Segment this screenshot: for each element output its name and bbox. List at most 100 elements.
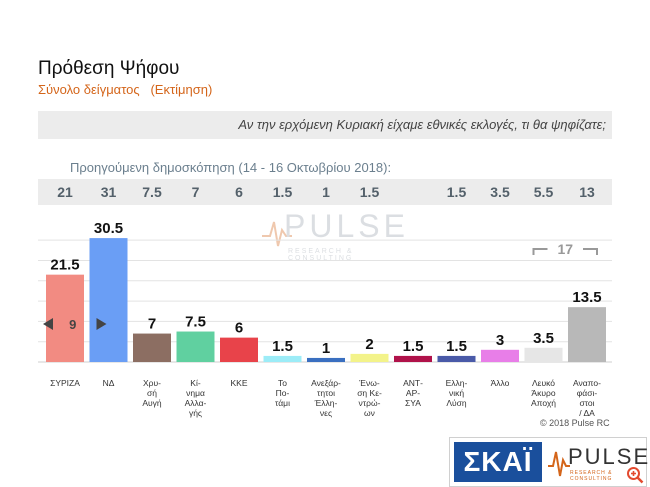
bar [176, 331, 215, 362]
category-label-line: τάμι [275, 398, 290, 408]
watermark: PULSE RESEARCH & CONSULTING [262, 208, 412, 264]
pulse-logo-tagline: RESEARCH & CONSULTING [570, 470, 613, 482]
gap-arrow-left-icon [43, 318, 53, 330]
category-label: Ένω-ση Κε-ντρώ-ων [342, 378, 398, 418]
pulse-wave-icon [262, 221, 292, 247]
data-label: 1.5 [446, 338, 467, 355]
category-label-line: Αποχή [530, 398, 557, 408]
category-label-line: Ανεξάρ- [311, 378, 341, 388]
data-label: 1.5 [272, 338, 293, 355]
previous-poll-value: 3.5 [490, 184, 510, 200]
category-label-line: ΑΝΤ- [403, 378, 423, 388]
question-band: Αν την ερχόμενη Κυριακή είχαμε εθνικές ε… [38, 111, 612, 139]
category-label-line: ντρώ- [358, 398, 381, 408]
watermark-brand: PULSE [284, 208, 409, 244]
category-label-line: νες [319, 408, 333, 418]
category-label: Λευκό Άκυρο Αποχή [516, 378, 572, 408]
category-label-line: Έλλη- [314, 398, 338, 408]
pulse-logo-wave-icon [548, 451, 570, 477]
category-label-line: Αναπο- [573, 378, 601, 388]
previous-poll-value: 21 [57, 184, 73, 200]
watermark-tagline: RESEARCH & CONSULTING [288, 248, 354, 262]
pulse-logo: PULSE RESEARCH & CONSULTING [548, 442, 648, 482]
previous-poll-value: 1.5 [446, 184, 467, 200]
data-label: 1 [322, 340, 330, 357]
bar [394, 355, 432, 362]
previous-poll-value: 1.5 [272, 184, 293, 200]
bar [46, 274, 84, 362]
bracket-right [583, 248, 598, 255]
previous-poll-value: 6 [235, 184, 243, 200]
data-label: 6 [235, 320, 243, 337]
category-label: Κί-νημα Αλλα-γής [168, 378, 224, 418]
gap-label: 9 [69, 317, 76, 332]
bar [307, 357, 345, 362]
copyright: © 2018 Pulse RC [540, 418, 610, 428]
category-label-line: Αλλα- [184, 398, 207, 408]
category-label: ΣΥΡΙΖΑ [37, 378, 93, 388]
category-label-line: ΝΔ [102, 378, 115, 388]
category-label: Χρυ-σή Αυγή [124, 378, 180, 408]
category-label-line: Άκυρο [531, 388, 556, 398]
previous-poll-value: 7 [191, 184, 200, 200]
bar [263, 355, 302, 362]
category-label-line: Αυγή [142, 398, 162, 408]
category-label: Αναπο-φάσι-στοι / ΔΑ [559, 378, 615, 418]
previous-poll-value: 7.5 [142, 184, 162, 200]
category-label-line: φάσι- [576, 388, 598, 398]
chart-title: Πρόθεση Ψήφου [38, 58, 180, 79]
category-label-line: Ένω- [359, 378, 380, 388]
category-label-line: / ΔΑ [579, 408, 595, 418]
bar [89, 238, 128, 362]
bar [220, 337, 258, 362]
category-label-line: ΚΚΕ [230, 378, 248, 388]
previous-poll-value: 5.5 [533, 184, 554, 200]
previous-poll-label: Προηγούμενη δημοσκόπηση (14 - 16 Οκτωβρί… [70, 160, 392, 175]
category-label-line: Πο- [275, 388, 290, 398]
category-label: Το Πο-τάμι [255, 378, 311, 408]
data-label: 3.5 [533, 330, 554, 347]
category-label: Άλλο [472, 378, 528, 388]
bar [133, 333, 171, 362]
data-label: 1.5 [403, 338, 424, 355]
category-label-line: Κί- [190, 378, 201, 388]
bar [524, 347, 563, 362]
bar [568, 307, 606, 362]
category-label-line: Άλλο [490, 378, 510, 388]
data-label: 30.5 [94, 220, 123, 237]
data-label: 2 [365, 336, 373, 353]
category-label-line: Λύση [446, 398, 467, 408]
bar [437, 355, 476, 362]
category-label-line: στοι [579, 398, 595, 408]
logo-panel: ΣΚΑΪ PULSE RESEARCH & CONSULTING [449, 437, 648, 487]
bar [350, 353, 389, 362]
previous-poll-value: 31 [100, 184, 117, 200]
skai-logo: ΣΚΑΪ [454, 442, 542, 482]
category-label-line: νημα [186, 388, 205, 398]
previous-poll-value: 13 [579, 184, 595, 200]
gap-arrow-right-icon [96, 318, 107, 330]
category-label-line: ων [364, 408, 375, 418]
category-label-line: Χρυ- [143, 378, 161, 388]
category-label-line: ΣΥΡΙΖΑ [50, 378, 80, 388]
category-label-line: Ελλη- [445, 378, 468, 388]
data-label: 3 [496, 332, 504, 349]
bar [481, 349, 519, 362]
chart-subtitle: Σύνολο δείγματος (Εκτίμηση) [38, 82, 213, 97]
category-label-line: νική [448, 388, 465, 398]
pulse-logo-text: PULSE [568, 444, 650, 469]
category-label: ΝΔ [81, 378, 137, 388]
category-label-line: ση Κε- [357, 388, 382, 398]
bracket-left [532, 248, 548, 255]
category-label: Ανεξάρ-τητοι Έλλη-νες [298, 378, 354, 418]
previous-poll-value: 1.5 [359, 184, 380, 200]
category-label-line: Λευκό [532, 378, 555, 388]
data-label: 7.5 [185, 314, 206, 331]
category-label: ΑΝΤ- ΑΡ- ΣΥΑ [385, 378, 441, 408]
category-label: Ελλη-νική Λύση [429, 378, 485, 408]
category-label-line: γής [188, 408, 203, 418]
data-label: 21.5 [50, 257, 79, 274]
zoom-in-icon[interactable] [626, 466, 644, 484]
previous-poll-value: 1 [322, 184, 330, 200]
